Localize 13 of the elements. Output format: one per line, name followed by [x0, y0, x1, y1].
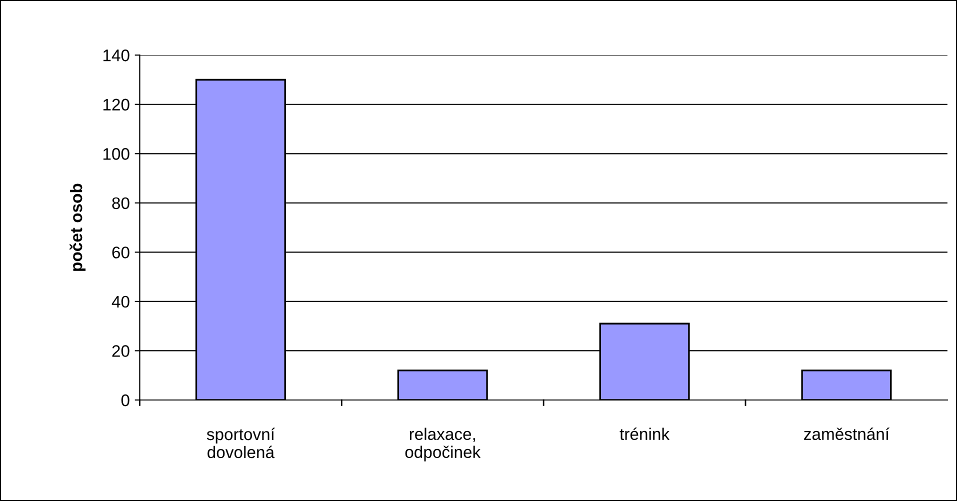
x-tick-label: sportovní dovolená [206, 428, 275, 458]
y-tick-label: 60 [112, 246, 130, 258]
x-tick-label: zaměstnání [804, 428, 890, 440]
y-tick-label: 140 [103, 50, 130, 62]
y-tick-label: 120 [103, 98, 130, 111]
y-tick-label: 80 [112, 197, 130, 210]
y-tick-label: 40 [112, 296, 130, 308]
x-tick-label: relaxace, odpočinek [405, 428, 481, 462]
y-axis-title: počet osob [70, 184, 86, 271]
y-tick-label: 0 [121, 394, 130, 406]
x-tick-label: trénink [620, 428, 670, 440]
y-tick-label: 100 [103, 148, 130, 160]
y-tick-label: 20 [112, 345, 130, 357]
